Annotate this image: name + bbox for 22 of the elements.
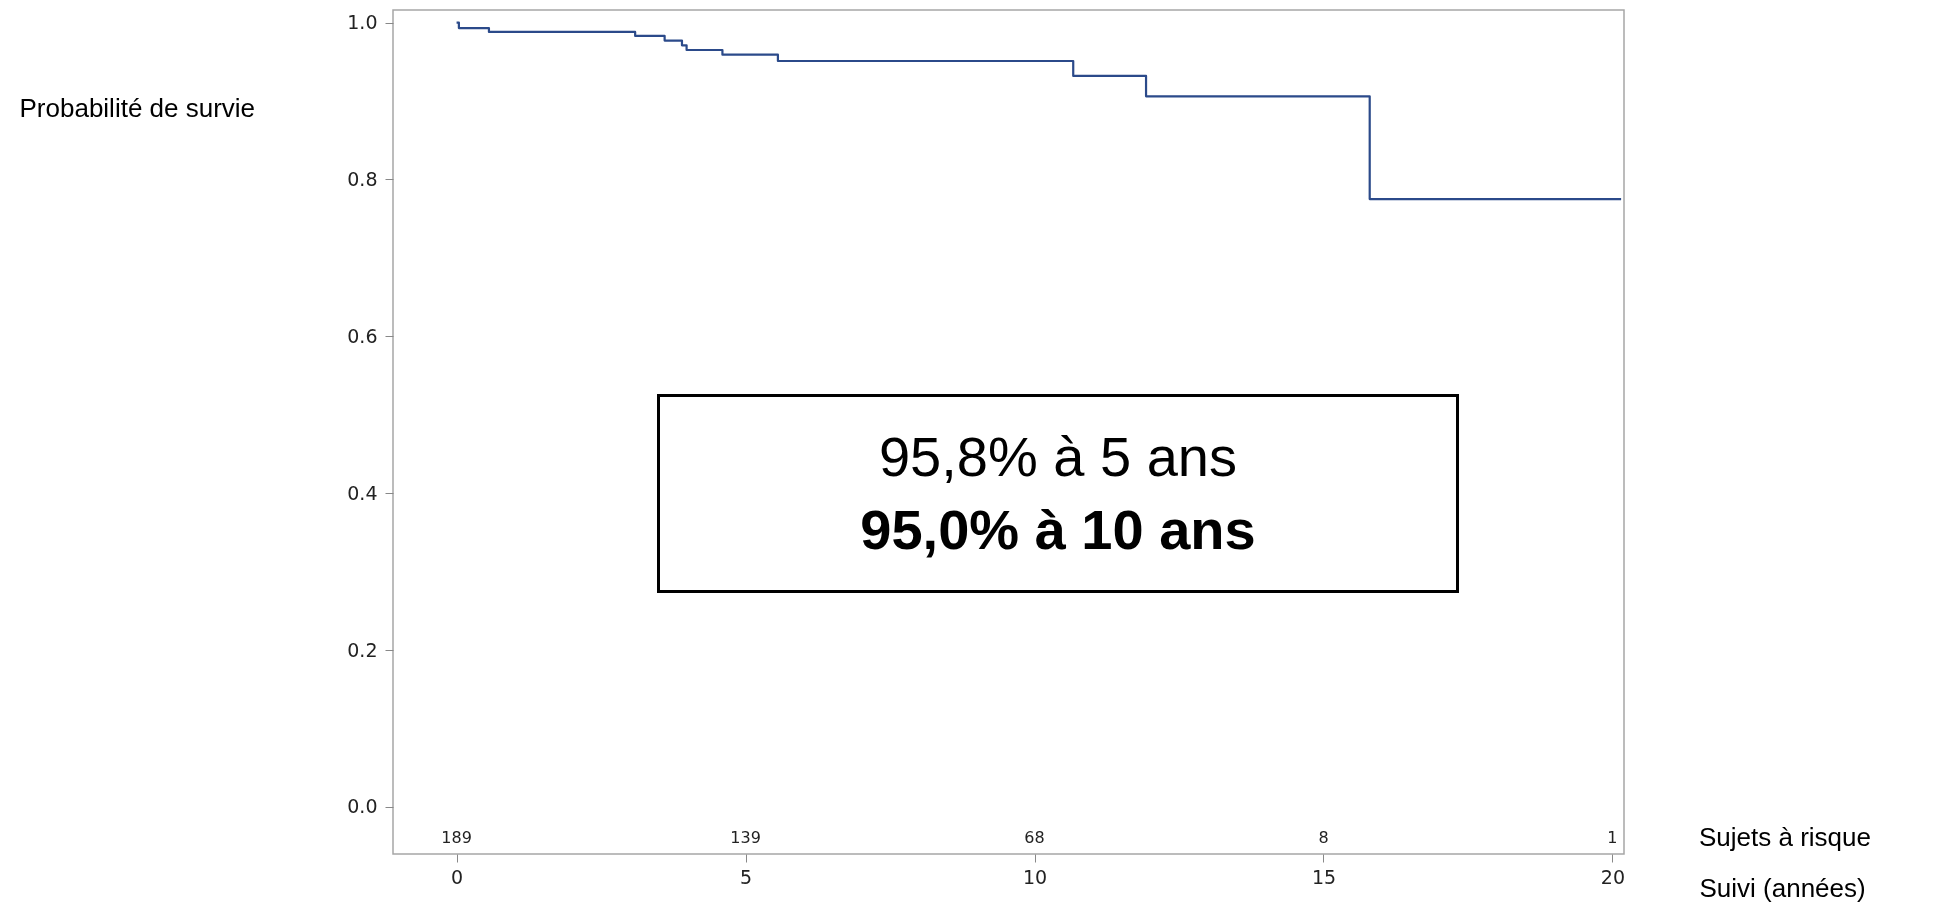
annotation: 68	[1024, 828, 1045, 847]
x-tick-label: 20	[1600, 865, 1626, 888]
y-tick-label: 0.6	[347, 324, 378, 347]
x-tick-label: 15	[1311, 865, 1337, 888]
x-tick-label: 10	[1022, 865, 1048, 888]
annotation: 189	[441, 828, 472, 847]
annotation: 95,0% à 10 ans	[860, 496, 1256, 563]
annotation: 139	[730, 828, 761, 847]
text: Sujets à risque	[1699, 822, 1871, 852]
x-axis-title: Suivi (années)	[1699, 872, 1866, 903]
y-tick-label: 0.0	[347, 795, 378, 818]
y-tick-label: 1.0	[347, 11, 378, 34]
x-tick-label: 0	[451, 865, 464, 888]
annotation: 95,8% à 5 ans	[878, 423, 1238, 490]
y-axis-title: Probabilité de survie	[19, 92, 256, 123]
annotation: 1	[1607, 828, 1618, 847]
y-tick-label: 0.8	[347, 167, 378, 190]
text-box: 95,8% à 5 ans 95,0% à 10 ans	[657, 394, 1459, 593]
y-tick-label: 0.2	[347, 638, 378, 661]
y-tick-label: 0.4	[347, 481, 378, 504]
x-tick-label: 5	[739, 865, 753, 888]
annotation: 8	[1318, 828, 1329, 847]
